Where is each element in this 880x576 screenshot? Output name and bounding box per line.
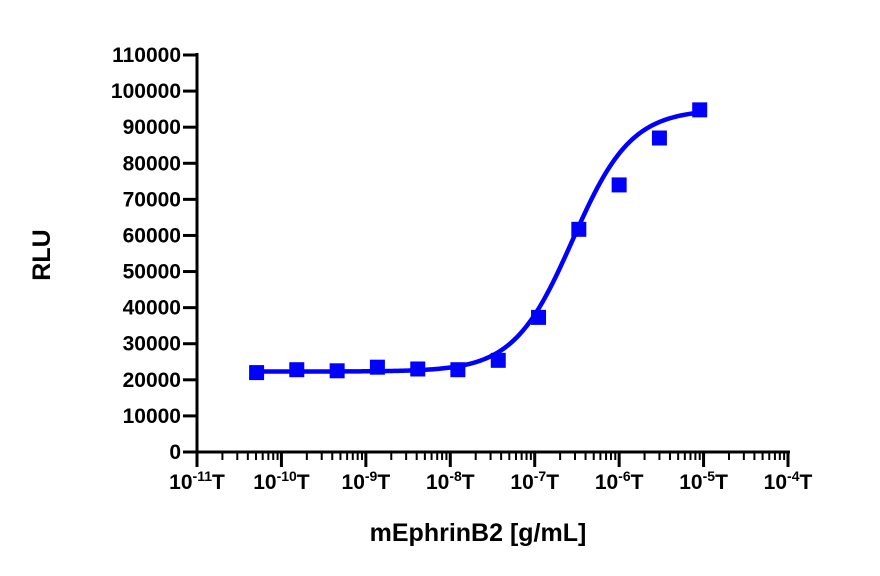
- data-point: [571, 221, 587, 237]
- x-tick-label: 10-10T: [253, 468, 310, 494]
- y-tick-label: 80000: [123, 152, 181, 175]
- x-tick-label: 10-4T: [764, 468, 813, 494]
- data-point: [410, 361, 426, 377]
- y-tick-label: 50000: [123, 261, 181, 284]
- x-tick-label: 10-5T: [679, 468, 728, 494]
- x-tick-label: 10-11T: [169, 468, 225, 494]
- data-point: [329, 363, 345, 379]
- fit-curve: [254, 110, 702, 374]
- data-point: [490, 352, 506, 368]
- y-tick-label: 0: [169, 441, 181, 464]
- x-tick-label: 10-8T: [426, 468, 475, 494]
- y-tick-label: 70000: [123, 188, 181, 211]
- data-point: [692, 102, 708, 118]
- data-point: [450, 362, 466, 378]
- y-tick-label: 10000: [123, 405, 181, 428]
- points-layer: [249, 102, 708, 381]
- y-tick-label: 30000: [123, 333, 181, 356]
- x-axis-title: mEphrinB2 [g/mL]: [370, 519, 587, 547]
- y-tick-label: 110000: [112, 44, 181, 67]
- x-tick-label: 10-7T: [510, 468, 559, 494]
- y-axis-title: RLU: [28, 229, 56, 280]
- data-point: [249, 365, 265, 381]
- y-tick-label: 20000: [123, 369, 181, 392]
- data-point: [611, 177, 627, 193]
- data-point: [531, 309, 547, 325]
- axes: [183, 53, 790, 467]
- y-tick-label: 60000: [123, 224, 181, 247]
- x-tick-label: 10-6T: [595, 468, 644, 494]
- data-point: [369, 359, 385, 375]
- x-tick-label: 10-9T: [342, 468, 391, 494]
- data-point: [651, 130, 667, 146]
- fit-layer: [254, 110, 702, 374]
- y-tick-label: 90000: [123, 116, 181, 139]
- y-tick-label: 40000: [123, 297, 181, 320]
- data-point: [289, 362, 305, 378]
- labels-layer: 0 10000 20000 30000 40000 50000 60000 70000 8000…: [111, 44, 813, 494]
- y-tick-label: 100000: [111, 80, 181, 103]
